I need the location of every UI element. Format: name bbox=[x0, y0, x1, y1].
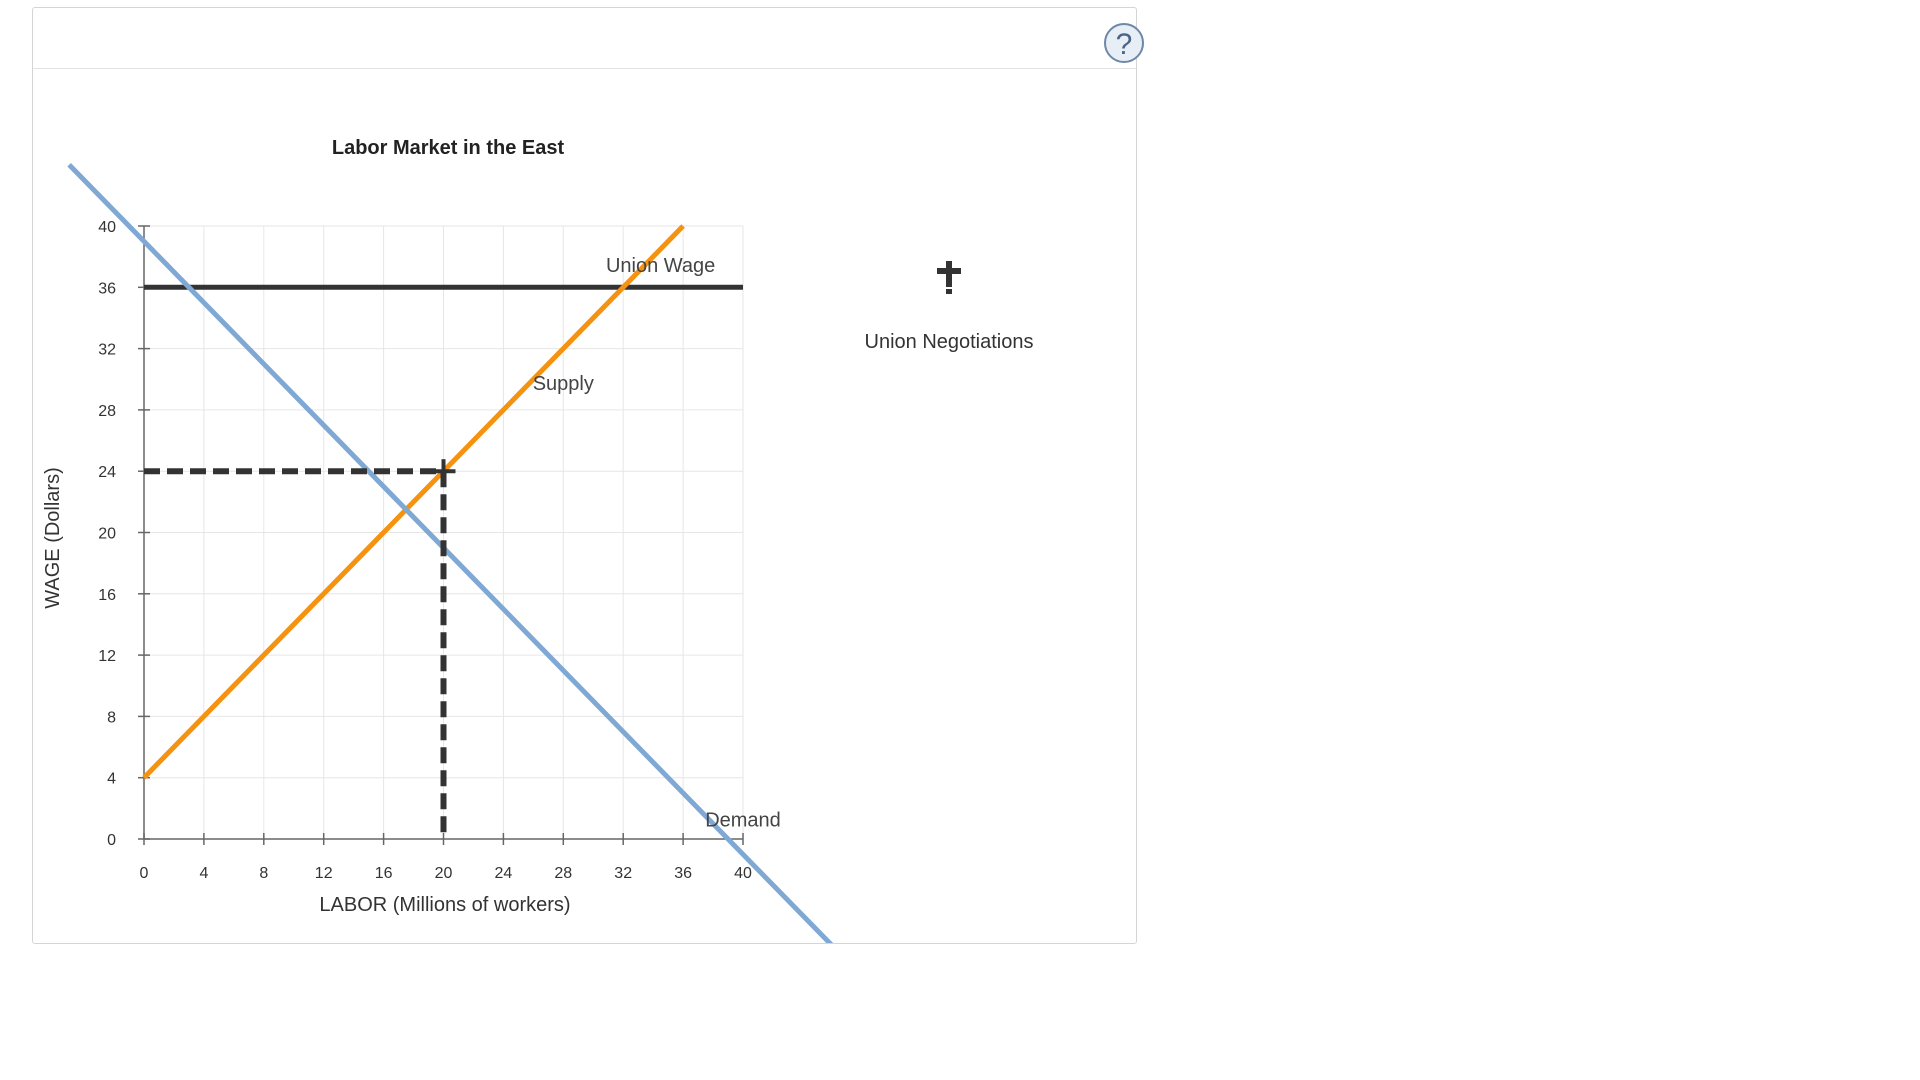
supply-label: Supply bbox=[533, 373, 594, 395]
union-wage-label: Union Wage bbox=[606, 255, 715, 277]
axes bbox=[138, 225, 744, 845]
demand-label: Demand bbox=[705, 810, 781, 832]
x-axis-title: LABOR (Millions of workers) bbox=[319, 894, 570, 916]
y-tick-label-24: 24 bbox=[98, 464, 116, 481]
y-tick-label-36: 36 bbox=[98, 280, 116, 297]
chart: 0 4 8 12 16 20 24 28 32 36 40 0 4 8 12 16 20 24 28 32 36 40 Un… bbox=[42, 137, 1034, 943]
x-tick-label-16: 16 bbox=[375, 865, 393, 882]
supply-curve[interactable] bbox=[142, 224, 685, 780]
equilibrium-point[interactable] bbox=[431, 459, 456, 484]
x-tick-label-32: 32 bbox=[614, 865, 632, 882]
y-tick-label-32: 32 bbox=[98, 342, 116, 359]
union-negotiations-label: Union Negotiations bbox=[865, 331, 1034, 353]
x-tick-label-20: 20 bbox=[435, 865, 453, 882]
graph-panel: ? 0 4 8 12 16 20 24 28 32 36 40 0 4 8 12 16 20 24 28 32 36 40… bbox=[32, 7, 1144, 944]
help-button[interactable]: ? bbox=[1104, 23, 1144, 63]
union-negotiations-tool[interactable]: Union Negotiations bbox=[865, 261, 1034, 353]
y-axis-title: WAGE (Dollars) bbox=[42, 467, 64, 608]
y-tick-label-16: 16 bbox=[98, 587, 116, 604]
y-tick-label-28: 28 bbox=[98, 403, 116, 420]
labels: 0 4 8 12 16 20 24 28 32 36 40 0 4 8 12 16 20 24 28 32 36 40 Un… bbox=[98, 219, 781, 882]
y-tick-label-4: 4 bbox=[107, 771, 116, 788]
demand-curve[interactable] bbox=[67, 162, 893, 943]
y-tick-label-12: 12 bbox=[98, 648, 116, 665]
x-tick-label-36: 36 bbox=[674, 865, 692, 882]
y-tick-label-0: 0 bbox=[107, 832, 116, 849]
x-tick-label-40: 40 bbox=[734, 865, 752, 882]
y-tick-label-40: 40 bbox=[98, 219, 116, 236]
x-tick-label-24: 24 bbox=[495, 865, 513, 882]
y-tick-label-8: 8 bbox=[107, 709, 116, 726]
curves bbox=[67, 162, 893, 943]
x-tick-label-12: 12 bbox=[315, 865, 333, 882]
y-tick-label-20: 20 bbox=[98, 526, 116, 543]
x-tick-label-28: 28 bbox=[554, 865, 572, 882]
plus-marker-icon[interactable] bbox=[937, 261, 961, 294]
x-tick-label-4: 4 bbox=[199, 865, 208, 882]
x-tick-label-8: 8 bbox=[259, 865, 268, 882]
panel-header: ? bbox=[33, 8, 1144, 69]
chart-title: Labor Market in the East bbox=[332, 137, 565, 159]
x-tick-label-0: 0 bbox=[140, 865, 149, 882]
